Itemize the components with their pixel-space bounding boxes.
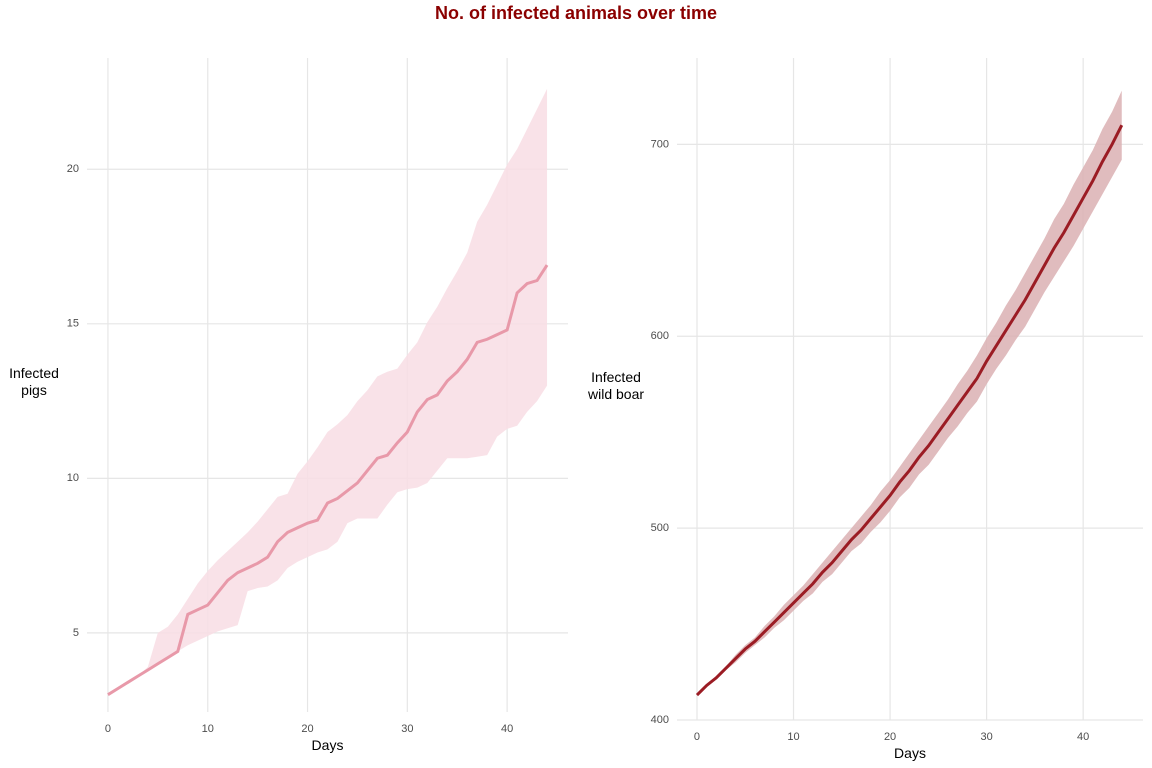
x-tick-label: 10 (202, 723, 214, 735)
x-axis-label: Days (311, 737, 344, 753)
y-axis-label: Infected wild boar (587, 369, 645, 402)
y-tick-label: 700 (651, 138, 669, 150)
ribbon (107, 88, 548, 695)
y-tick-label: 600 (651, 330, 669, 342)
y-tick-label: 10 (67, 472, 79, 484)
y-axis-label: Infected pigs (9, 365, 59, 398)
line (107, 264, 549, 696)
y-tick-label: 500 (651, 522, 669, 534)
line (695, 124, 1124, 697)
x-tick-label: 20 (884, 731, 896, 743)
y-tick-label: 5 (73, 627, 79, 639)
x-axis-label: Days (894, 745, 926, 761)
x-tick-label: 0 (694, 731, 700, 743)
chart-title: No. of infected animals over time (434, 3, 718, 23)
y-tick-label: 15 (67, 318, 79, 330)
x-tick-label: 0 (105, 723, 111, 735)
x-tick-label: 20 (301, 723, 313, 735)
x-tick-label: 30 (401, 723, 413, 735)
x-tick-label: 40 (501, 723, 513, 735)
x-tick-label: 30 (980, 731, 992, 743)
x-tick-label: 10 (787, 731, 799, 743)
y-tick-label: 400 (651, 714, 669, 726)
ribbon (696, 90, 1122, 696)
x-tick-label: 40 (1077, 731, 1089, 743)
y-tick-label: 20 (67, 163, 79, 175)
